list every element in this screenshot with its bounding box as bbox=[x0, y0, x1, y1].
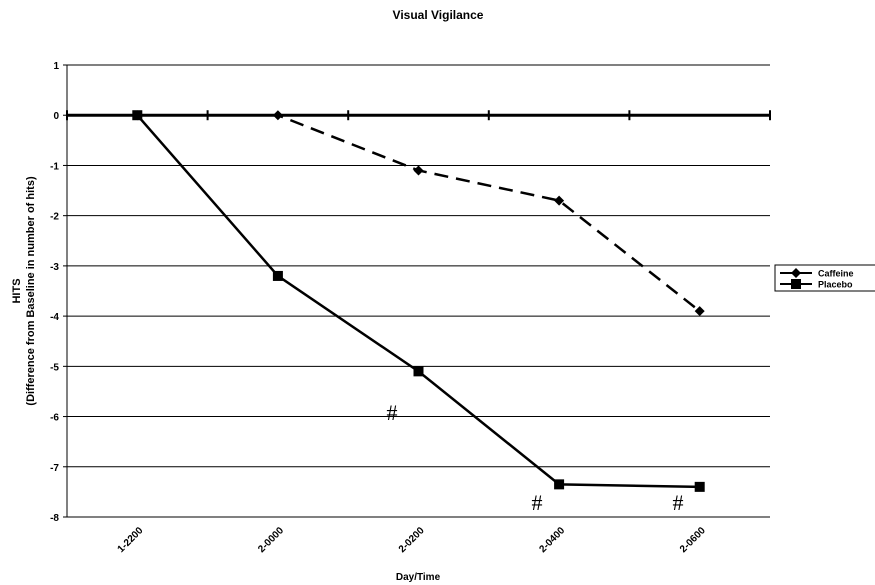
square-marker bbox=[694, 481, 705, 492]
square-marker bbox=[132, 110, 143, 121]
diamond-marker bbox=[694, 306, 705, 317]
y-tick-label: 1 bbox=[53, 61, 59, 72]
y-axis-subtitle: (Difference from Baseline in number of h… bbox=[25, 176, 37, 406]
square-marker bbox=[791, 279, 801, 289]
y-tick-label: -7 bbox=[50, 463, 59, 474]
y-tick-label: 0 bbox=[53, 111, 59, 122]
legend-label: Caffeine bbox=[818, 269, 854, 279]
annotation: # bbox=[673, 490, 684, 515]
y-tick-label: -6 bbox=[50, 413, 59, 424]
x-tick-label: 1-2200 bbox=[116, 525, 146, 555]
square-marker bbox=[272, 270, 283, 281]
y-tick-label: -8 bbox=[50, 513, 59, 524]
y-tick-label: -1 bbox=[50, 161, 59, 172]
annotation: # bbox=[387, 400, 398, 425]
diamond-marker bbox=[791, 268, 801, 278]
y-tick-label: -3 bbox=[50, 262, 59, 273]
square-marker bbox=[413, 366, 424, 377]
x-axis-title: Day/Time bbox=[396, 572, 441, 583]
diamond-marker bbox=[272, 110, 283, 121]
square-marker bbox=[554, 479, 565, 490]
chart-title: Visual Vigilance bbox=[393, 8, 484, 22]
x-tick-label: 2-0200 bbox=[397, 525, 427, 555]
x-tick-label: 2-0000 bbox=[256, 525, 286, 555]
diamond-marker bbox=[413, 165, 424, 176]
y-tick-label: -5 bbox=[50, 362, 59, 373]
y-tick-label: -2 bbox=[50, 212, 59, 223]
series bbox=[132, 110, 705, 317]
y-tick-label: -4 bbox=[50, 312, 59, 323]
annotation: # bbox=[532, 490, 543, 515]
legend-label: Placebo bbox=[818, 280, 853, 290]
diamond-marker bbox=[554, 195, 565, 206]
x-tick-label: 2-0400 bbox=[537, 525, 567, 555]
series bbox=[132, 110, 705, 492]
y-axis-title: HITS bbox=[11, 278, 23, 303]
x-tick-label: 2-0600 bbox=[678, 525, 708, 555]
